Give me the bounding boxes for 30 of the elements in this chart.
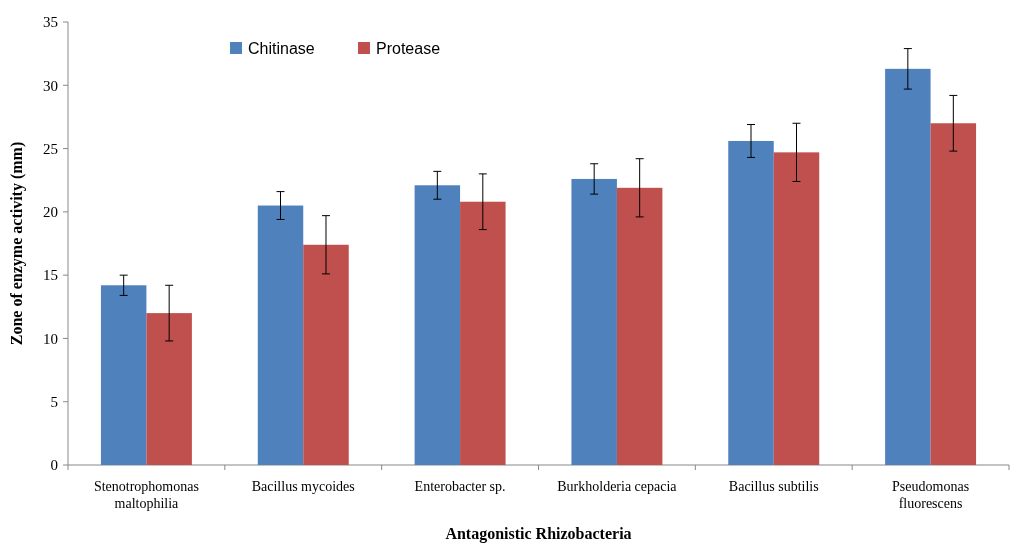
y-tick-label: 20 bbox=[43, 204, 58, 221]
y-tick-label: 15 bbox=[43, 267, 58, 284]
legend-label: Protease bbox=[376, 39, 441, 57]
bar bbox=[414, 185, 461, 465]
x-axis-title: Antagonistic Rhizobacteria bbox=[445, 525, 632, 543]
bar bbox=[930, 123, 977, 465]
x-tick-label: Bacillus mycoides bbox=[251, 479, 355, 494]
bar bbox=[460, 201, 506, 465]
bar bbox=[728, 140, 774, 465]
y-tick-label: 5 bbox=[50, 393, 58, 410]
bar bbox=[773, 152, 820, 465]
y-tick-label: 30 bbox=[43, 77, 58, 94]
x-tick-label: Enterobacter sp. bbox=[414, 479, 506, 494]
bar bbox=[146, 313, 192, 465]
bar bbox=[303, 244, 349, 465]
bar bbox=[571, 178, 617, 465]
legend-label: Chitinase bbox=[248, 39, 315, 57]
y-tick-label: 35 bbox=[43, 14, 58, 31]
bar bbox=[257, 205, 304, 465]
bar bbox=[100, 285, 147, 465]
bar bbox=[616, 187, 663, 465]
x-tick-label: Pseudomonas fluorescens bbox=[892, 479, 970, 511]
x-tick-label: Bacillus subtilis bbox=[728, 479, 819, 494]
x-tick-label: Burkholderia cepacia bbox=[557, 479, 678, 494]
bar bbox=[885, 68, 931, 465]
y-axis-title: Zone of enzyme activity (mm) bbox=[8, 141, 26, 346]
y-tick-label: 25 bbox=[43, 140, 58, 157]
y-tick-label: 0 bbox=[50, 457, 58, 474]
y-tick-label: 10 bbox=[43, 330, 58, 347]
x-tick-label: Stenotrophomonas maltophilia bbox=[93, 479, 199, 511]
